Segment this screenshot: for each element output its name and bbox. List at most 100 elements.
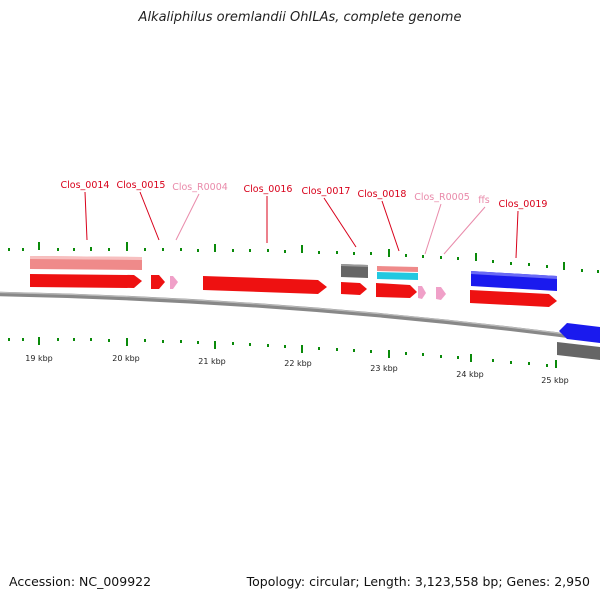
leader-line [443,206,486,255]
cds-arrow-clos-0016 [203,276,327,294]
tick-mark [492,260,494,263]
tick-mark [353,349,355,352]
genome-summary: Topology: circular; Length: 3,123,558 bp… [246,574,590,589]
backbone-line [0,291,600,343]
tick-mark [38,242,40,250]
tick-mark [57,248,59,251]
tick-mark [318,251,320,254]
tick-mark [457,356,459,359]
tick-mark [90,247,92,251]
tick-mark [197,341,199,344]
tick-mark [528,263,530,266]
tick-mark [388,249,390,257]
kbp-label: 24 kbp [456,370,484,379]
tick-mark [267,249,269,252]
gray-block-highlight [341,264,368,267]
feature-label: Clos_0016 [244,184,293,195]
feature-labels: Clos_0014 Clos_0015 Clos_R0004 Clos_0016… [61,180,548,259]
kbp-label: 20 kbp [112,354,140,363]
feature-label: Clos_0017 [302,186,351,197]
cds-arrow-clos-0014 [30,274,142,288]
tick-mark [180,340,182,343]
tick-mark [232,342,234,345]
leader-line [139,191,160,241]
tick-mark [422,353,424,356]
tick-mark [301,245,303,253]
tick-mark [180,248,182,251]
tick-mark [510,361,512,364]
tick-mark [336,251,338,254]
rna-arrow-ffs [436,287,446,300]
cds-arrow-clos-0018 [376,283,417,298]
upper-tick-row [8,242,599,273]
tick-mark [370,350,372,353]
tick-mark [440,355,442,358]
leader-line [84,191,88,241]
feature-label: Clos_R0004 [172,182,228,193]
tick-mark [546,265,548,268]
leader-line [323,197,357,248]
tick-mark [38,337,40,345]
tick-mark [232,249,234,252]
tick-mark [555,360,557,368]
tick-mark [144,339,146,342]
tick-mark [57,338,59,341]
tick-mark [90,338,92,341]
blue-arrow-next-gene [559,323,600,343]
feature-label: Clos_R0005 [414,192,470,203]
tick-mark [8,338,10,341]
tick-mark [336,348,338,351]
tick-mark [492,359,494,362]
tick-mark [388,350,390,358]
tick-mark [144,248,146,251]
kbp-labels: 19 kbp 20 kbp 21 kbp 22 kbp 23 kbp 24 kb… [25,354,569,385]
feature-label: ffs [478,195,490,206]
tick-mark [510,262,512,265]
tick-mark [318,347,320,350]
tick-mark [405,254,407,257]
tick-mark [73,338,75,341]
tick-mark [470,354,472,362]
tick-mark [563,262,565,270]
tick-mark [284,250,286,253]
gray-block-clos-0017 [341,264,368,278]
leader-line [381,200,400,252]
tick-mark [8,248,10,251]
gene-bar-clos-0014-highlight [30,256,142,260]
feature-label: Clos_0018 [358,189,407,200]
gene-bar-clos-0018 [377,266,418,272]
kbp-label: 19 kbp [25,354,53,363]
kbp-label: 22 kbp [284,359,312,368]
tick-mark [528,362,530,365]
lower-tick-row [8,337,557,368]
tick-mark [73,248,75,251]
tick-mark [457,257,459,260]
tick-mark [422,255,424,258]
rna-arrow-clos-r0005 [418,286,426,299]
cds-arrow-clos-0015 [151,275,165,289]
feature-label: Clos_0014 [61,180,110,191]
blue-bar-highlight [471,271,557,279]
tick-mark [162,340,164,343]
genome-title: Alkaliphilus oremlandii OhILAs, complete… [138,10,462,25]
cds-arrow-clos-0019 [470,290,557,307]
tick-mark [440,256,442,259]
tick-mark [197,249,199,252]
cyan-bar-clos-0018 [377,272,418,280]
kbp-label: 21 kbp [198,357,226,366]
tick-mark [214,244,216,252]
tick-mark [597,270,599,273]
backbone-highlight [0,291,600,340]
tick-mark [162,248,164,251]
kbp-label: 23 kbp [370,364,398,373]
cds-arrow-clos-0017 [341,282,367,295]
kbp-label: 25 kbp [541,376,569,385]
tick-mark [108,248,110,251]
tick-mark [108,339,110,342]
tick-mark [267,344,269,347]
tick-mark [249,343,251,346]
tick-mark [475,253,477,261]
feature-label: Clos_0019 [499,199,548,210]
rna-arrow-clos-r0004 [170,276,178,289]
